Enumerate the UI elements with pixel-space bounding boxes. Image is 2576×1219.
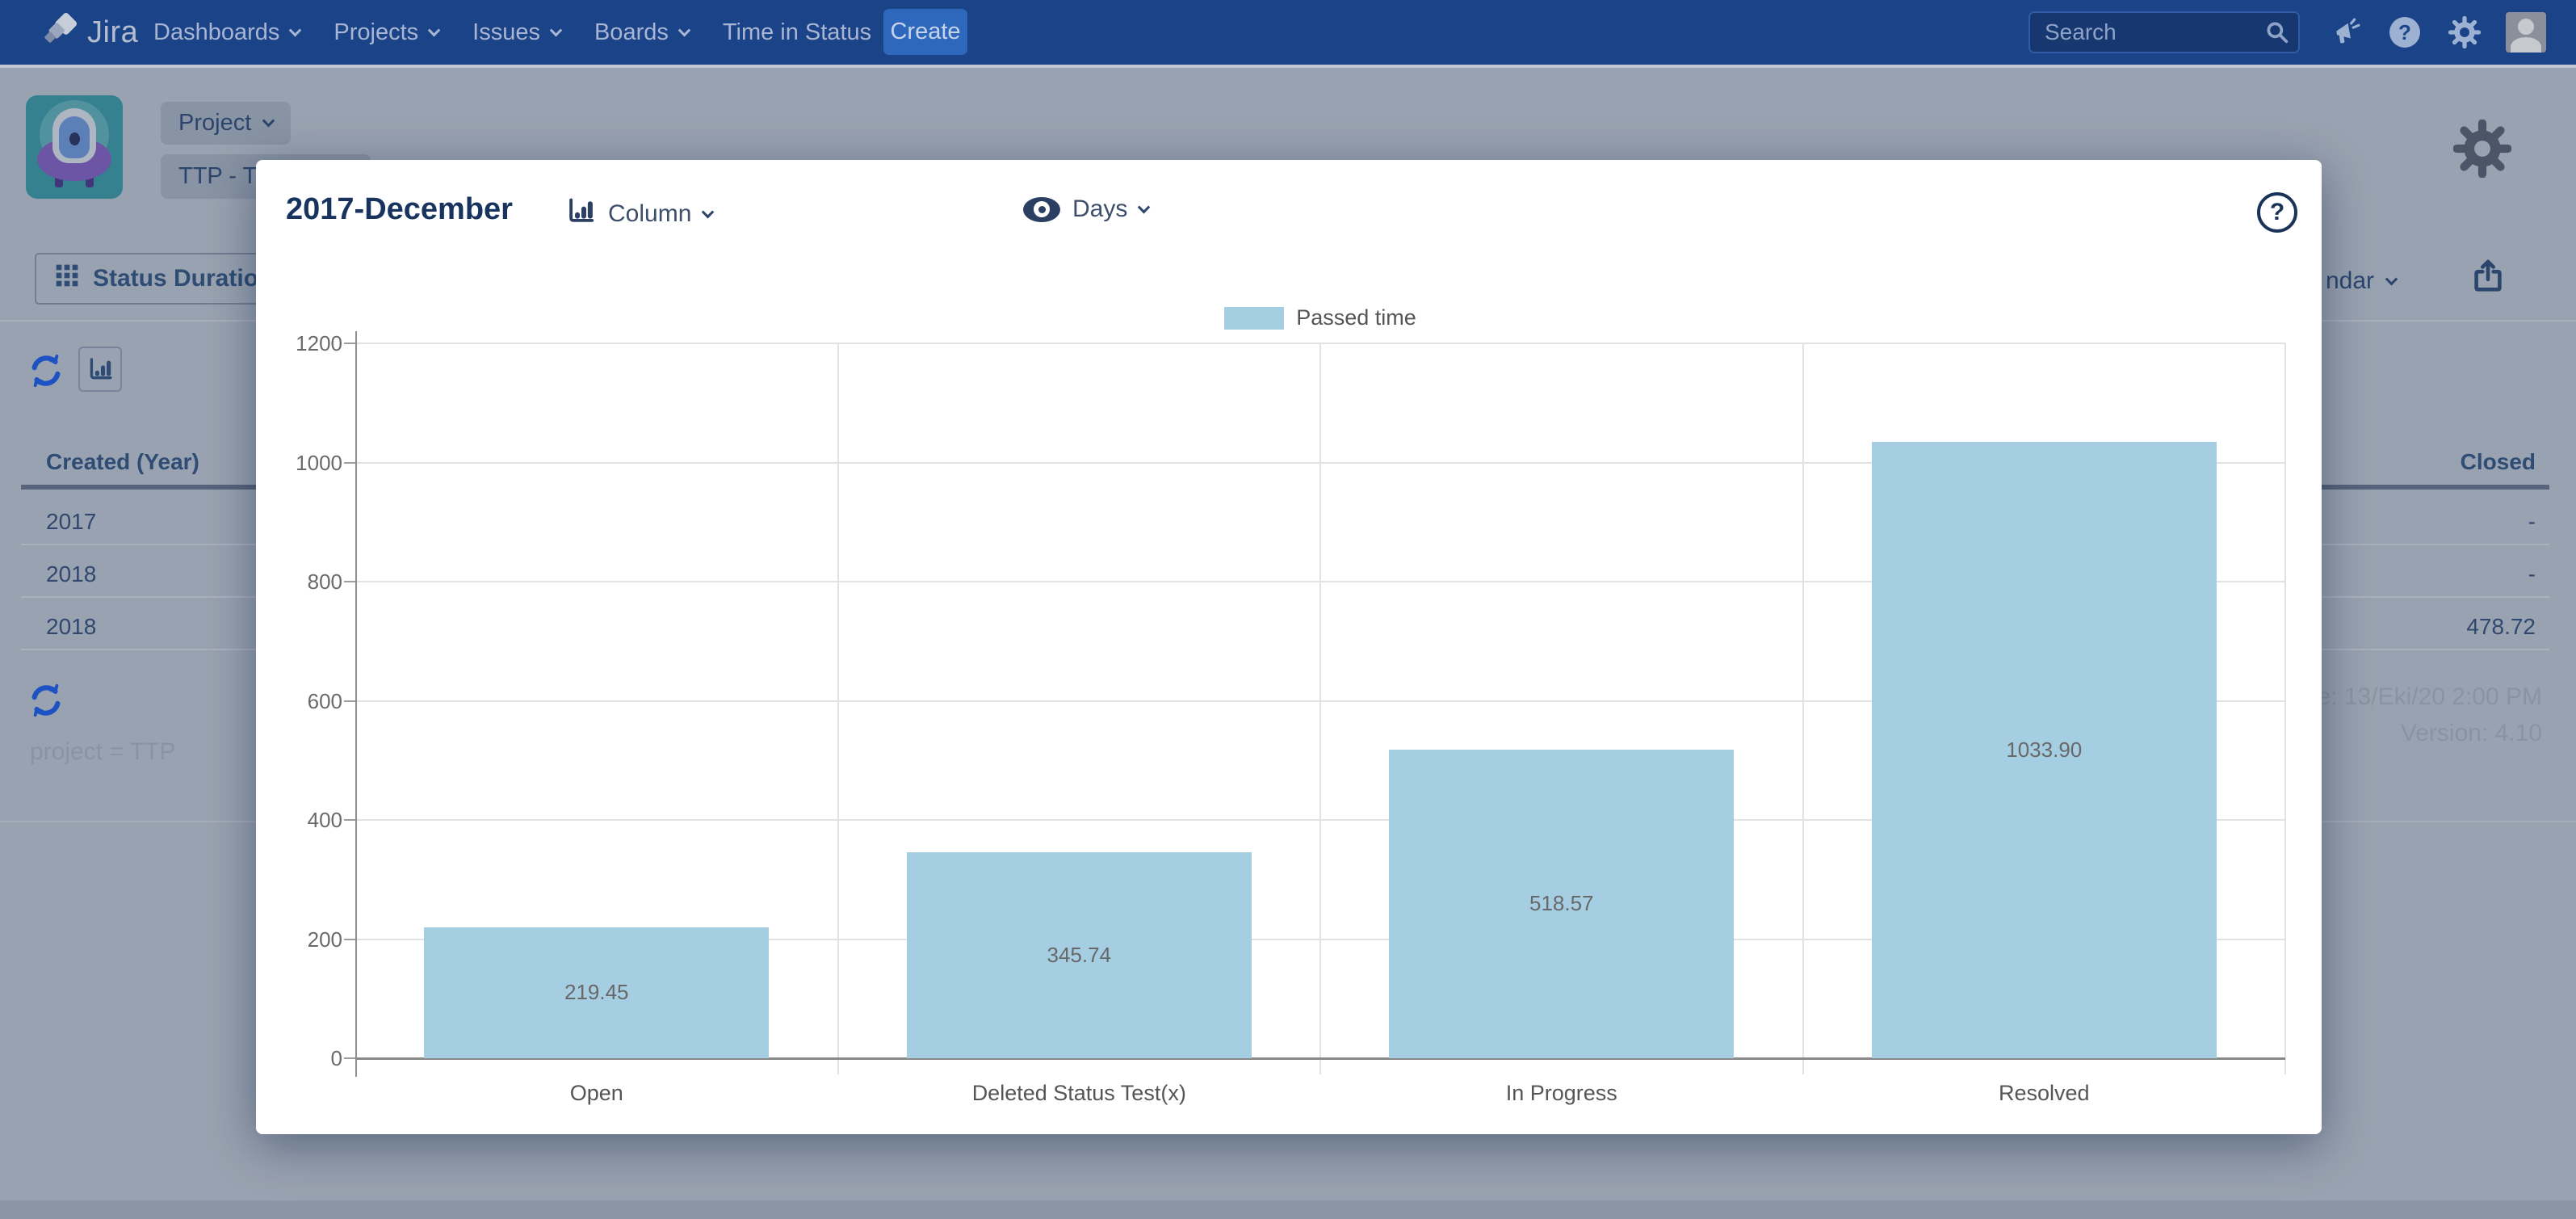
time-unit-dropdown[interactable]: Days (1023, 195, 1151, 223)
y-axis-tick (344, 343, 355, 344)
page-top-edge (0, 65, 2576, 68)
search-input[interactable] (2028, 11, 2300, 53)
gridline-x (2284, 343, 2286, 1074)
y-axis-tick (344, 819, 355, 821)
bar-in-progress[interactable] (1389, 749, 1735, 1058)
search-icon[interactable] (2264, 19, 2290, 49)
grid-icon (54, 263, 80, 295)
chart-modal: 2017-December Column Days ? P (256, 160, 2322, 1134)
chart-legend[interactable]: Passed time (355, 305, 2285, 330)
chevron-down-icon (678, 23, 691, 36)
legend-swatch (1224, 306, 1285, 330)
bar-value-label: 345.74 (1047, 942, 1112, 967)
calendar-label: ndar (2326, 267, 2375, 294)
y-axis-label: 200 (307, 927, 342, 952)
nav-item-label: Dashboards (153, 19, 280, 45)
chevron-down-icon (289, 23, 302, 36)
brand-label: Jira (87, 15, 139, 49)
project-avatar (26, 95, 123, 199)
y-axis-tick (344, 700, 355, 702)
export-share-icon[interactable] (2469, 259, 2507, 300)
top-navbar: Jira Dashboards Projects Issues Boards T… (0, 0, 2576, 65)
y-axis-tick (344, 938, 355, 940)
gridline-x (1319, 343, 1321, 1074)
modal-help-icon[interactable]: ? (2257, 192, 2297, 233)
y-axis-tick (344, 1057, 355, 1059)
dashboard-gear-icon[interactable] (2452, 119, 2512, 182)
chart-view-button[interactable] (78, 347, 122, 392)
tab-label: Status Duration (93, 265, 274, 292)
y-axis-label: 800 (307, 570, 342, 594)
y-axis-tick (344, 461, 355, 464)
search-box (2028, 11, 2300, 53)
nav-item-label: Projects (334, 19, 419, 45)
create-button[interactable]: Create (883, 9, 967, 55)
project-menu-label: Project (178, 110, 252, 136)
chevron-down-icon (549, 23, 563, 36)
jira-brand[interactable]: Jira (42, 0, 138, 65)
chevron-down-icon (2385, 272, 2398, 285)
x-axis-label: Deleted Status Test(x) (971, 1081, 1186, 1105)
nav-item-label: Time in Status (722, 19, 872, 45)
column-chart-icon (565, 195, 596, 233)
settings-gear-icon[interactable] (2440, 0, 2489, 65)
bar-chart: 0 200 400 600 800 1000 1200 219.45 Open 345.74 Del… (256, 160, 2322, 1134)
bar-resolved[interactable] (1871, 442, 2217, 1058)
nav-item-dashboards[interactable]: Dashboards (153, 19, 302, 46)
help-icon[interactable]: ? (2381, 0, 2429, 65)
legend-label: Passed time (1296, 305, 1416, 330)
user-avatar[interactable] (2506, 12, 2546, 53)
y-axis-tick (344, 581, 355, 582)
y-axis-label: 400 (307, 808, 342, 832)
x-axis-label: In Progress (1505, 1081, 1617, 1105)
gridline-x (837, 343, 839, 1074)
chart-type-label: Column (608, 200, 692, 227)
modal-title: 2017-December (286, 192, 513, 226)
table-row-year[interactable]: 2018 (46, 614, 97, 639)
table-row-closed: 478.72 (2466, 614, 2536, 639)
y-axis-line (355, 331, 357, 1077)
y-axis-label: 600 (307, 688, 342, 713)
nav-item-issues[interactable]: Issues (472, 19, 563, 46)
bar-deleted-status-test-x-[interactable] (906, 852, 1252, 1058)
gridline-x (1802, 343, 1804, 1074)
nav-item-label: Boards (594, 19, 669, 45)
refresh-icon[interactable] (27, 682, 65, 723)
bar-value-label: 1033.90 (2006, 737, 2083, 762)
version-text: Version: 4.10 (2400, 720, 2542, 746)
x-axis-label: Resolved (1998, 1081, 2090, 1105)
table-row-year[interactable]: 2017 (46, 509, 97, 534)
footer-strip (0, 1200, 2576, 1219)
filter-query-text: project = TTP (30, 738, 176, 765)
y-axis-label: 1000 (296, 450, 342, 475)
table-header-closed[interactable]: Closed (2460, 449, 2536, 474)
jira-logo-icon (42, 12, 79, 53)
chevron-down-icon (427, 23, 441, 36)
time-unit-label: Days (1072, 195, 1128, 222)
nav-item-boards[interactable]: Boards (594, 19, 691, 46)
x-axis-label: Open (569, 1081, 623, 1105)
y-axis-label: 1200 (296, 331, 342, 355)
nav-item-projects[interactable]: Projects (334, 19, 441, 46)
table-row-closed: - (2528, 509, 2536, 534)
table-row-year[interactable]: 2018 (46, 561, 97, 586)
eye-icon (1023, 196, 1060, 222)
x-axis-line (355, 1057, 2285, 1060)
bar-open[interactable] (424, 927, 770, 1058)
refresh-icon[interactable] (27, 352, 65, 393)
nav-item-time-in-status[interactable]: Time in Status (723, 19, 871, 46)
bar-value-label: 518.57 (1529, 890, 1594, 915)
announcements-icon[interactable] (2324, 0, 2373, 65)
nav-item-label: Issues (472, 19, 540, 45)
y-axis-label: 0 (330, 1046, 342, 1070)
bar-value-label: 219.45 (564, 980, 629, 1005)
chart-type-dropdown[interactable]: Column (565, 195, 715, 233)
table-header-created-year[interactable]: Created (Year) (46, 449, 199, 474)
chevron-down-icon (262, 114, 275, 128)
table-row-closed: - (2528, 561, 2536, 586)
calendar-dropdown-partial[interactable]: ndar (2326, 267, 2398, 295)
main-menu: Dashboards Projects Issues Boards Time i… (153, 0, 871, 65)
project-menu-button[interactable]: Project (161, 102, 292, 145)
